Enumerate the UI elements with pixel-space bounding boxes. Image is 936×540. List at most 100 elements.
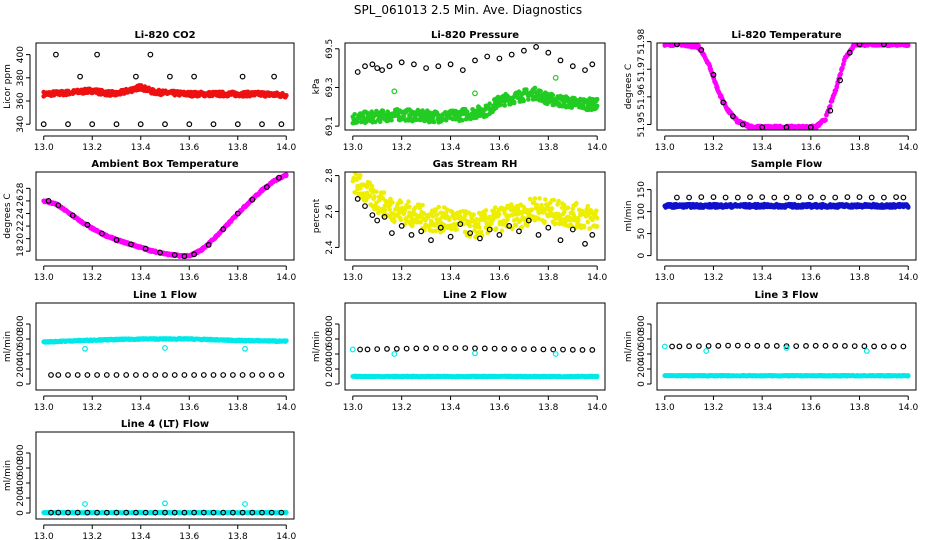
data-point	[278, 121, 285, 128]
data-point	[747, 194, 753, 201]
series-line-1-black-	[48, 372, 285, 378]
x-tick-label: 13.0	[34, 403, 54, 413]
plot-frame	[35, 302, 295, 391]
data-point	[353, 172, 358, 174]
x-tick-label: 13.2	[392, 403, 412, 413]
data-point	[550, 346, 557, 353]
data-point	[526, 97, 531, 102]
data-point	[820, 194, 826, 201]
data-point	[550, 93, 556, 98]
x-tick-label: 14.0	[898, 273, 918, 283]
y-axis-label: ml/min	[3, 331, 13, 362]
x-tick-label: 14.0	[587, 273, 607, 283]
data-point	[472, 90, 478, 97]
data-point	[856, 194, 863, 201]
data-point	[545, 224, 552, 231]
data-point	[358, 173, 363, 178]
y-tick-label: 100	[637, 203, 647, 220]
data-point	[549, 206, 555, 211]
x-tick-label: 13.0	[655, 143, 675, 153]
data-point	[142, 245, 149, 252]
data-point	[795, 194, 802, 201]
y-tick-label: 150	[637, 181, 647, 198]
data-point	[259, 121, 265, 128]
data-point	[452, 345, 459, 352]
data-point	[428, 237, 434, 244]
data-point	[739, 121, 746, 128]
series-line-1-cyan-	[41, 336, 289, 345]
data-point	[423, 345, 430, 352]
x-tick-label: 13.8	[538, 403, 558, 413]
data-point	[284, 93, 289, 99]
series-pressure-dense-	[350, 85, 600, 126]
series-box-temperature	[41, 172, 289, 260]
data-point	[447, 233, 454, 240]
data-point	[147, 51, 154, 58]
data-point	[401, 114, 407, 120]
data-point	[65, 372, 71, 378]
y-tick-label: 400	[16, 345, 26, 362]
data-point	[734, 194, 741, 201]
data-point	[393, 345, 400, 352]
data-point	[220, 226, 227, 233]
data-point	[171, 372, 178, 378]
data-point	[476, 225, 482, 230]
data-point	[94, 372, 100, 378]
data-point	[487, 214, 492, 220]
y-tick-label: 2.4	[325, 240, 335, 255]
data-point	[868, 194, 875, 201]
data-point	[535, 231, 542, 238]
y-tick-label: 28	[16, 182, 26, 194]
x-tick-label: 13.4	[441, 273, 461, 283]
data-point	[382, 207, 388, 213]
data-point	[454, 227, 459, 232]
data-point	[447, 61, 454, 68]
x-tick-label: 13.2	[82, 403, 102, 413]
data-point	[379, 67, 386, 73]
data-point	[698, 47, 705, 53]
data-point	[200, 372, 207, 378]
data-point	[496, 55, 503, 62]
data-point	[472, 350, 478, 357]
data-point	[545, 49, 552, 56]
data-point	[521, 98, 526, 103]
series-co2-sparse-	[40, 51, 285, 128]
data-point	[433, 207, 439, 213]
data-point	[355, 119, 360, 124]
data-point	[191, 372, 198, 378]
data-point	[411, 61, 417, 68]
y-tick-label: 380	[16, 69, 26, 86]
y-tick-label: 24	[16, 207, 26, 219]
panel-title: Line 1 Flow	[133, 290, 197, 301]
data-point	[77, 73, 83, 80]
data-point	[249, 196, 256, 203]
data-point	[556, 198, 561, 204]
data-point	[384, 346, 390, 352]
data-point	[388, 196, 393, 202]
data-point	[398, 59, 405, 66]
data-point	[40, 121, 47, 128]
x-tick-label: 13.6	[489, 273, 509, 283]
data-point	[487, 101, 492, 106]
data-point	[459, 67, 466, 73]
data-point	[45, 197, 52, 204]
data-point	[276, 174, 282, 181]
x-axis: 13.0 13.2 13.4 13.6 13.8 14.0	[343, 395, 607, 413]
data-point	[537, 196, 542, 201]
data-point	[391, 351, 398, 357]
data-point	[508, 51, 515, 58]
data-point	[551, 197, 557, 203]
x-tick-label: 13.8	[228, 403, 248, 413]
data-point	[472, 228, 477, 233]
data-point	[730, 113, 736, 120]
data-point	[472, 57, 478, 64]
y-axis-label: ml/min	[624, 200, 634, 231]
x-tick-label: 13.6	[489, 403, 509, 413]
y-tick-label: 800	[325, 315, 335, 332]
